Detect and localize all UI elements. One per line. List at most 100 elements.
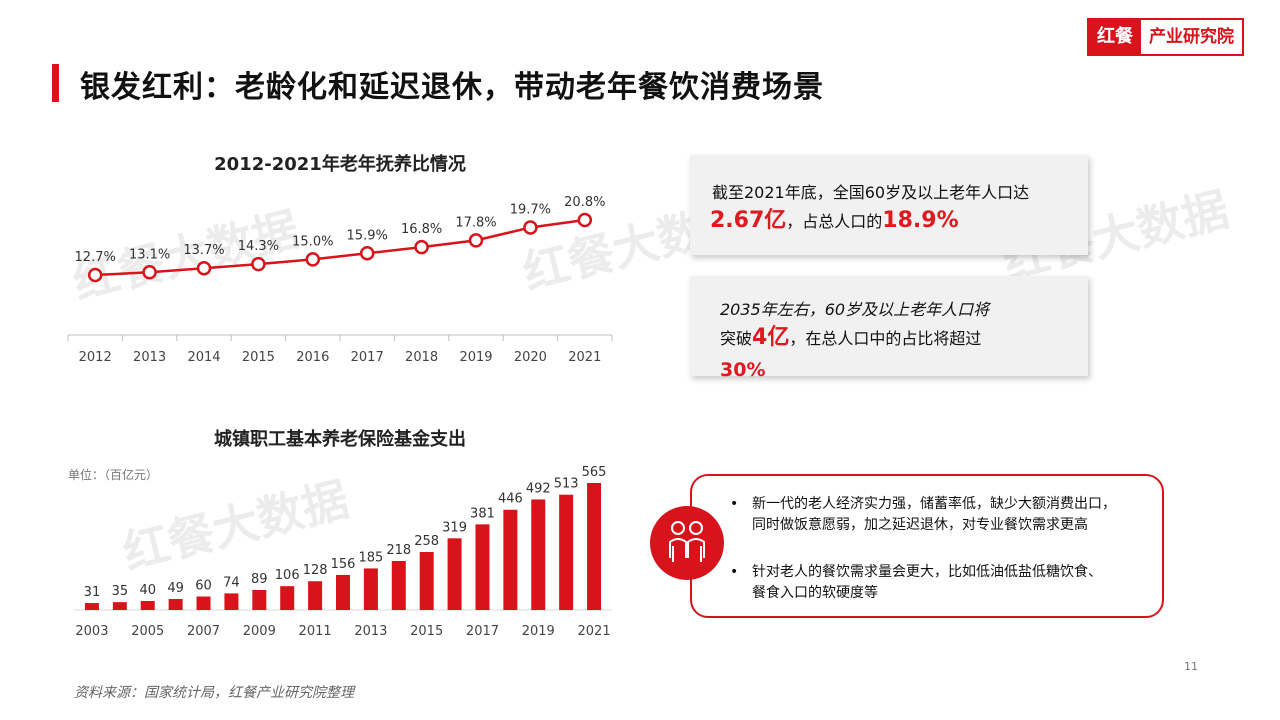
data-label: 14.3%: [238, 239, 279, 254]
logo: 红餐 产业研究院: [1087, 18, 1244, 56]
data-label: 12.7%: [75, 250, 116, 265]
bar: [224, 593, 239, 610]
card1-highlight-population: 2.67亿: [710, 208, 787, 233]
x-tick-label: 2009: [243, 624, 276, 639]
source-note: 资料来源：国家统计局，红餐产业研究院整理: [74, 685, 354, 701]
x-tick-label: 2005: [131, 624, 164, 639]
data-point: [523, 220, 538, 235]
data-label: 60: [195, 579, 212, 594]
data-label: 20.8%: [564, 195, 605, 210]
data-label: 31: [84, 585, 101, 600]
bar-chart-unit: 单位：（百亿元）: [68, 468, 159, 482]
x-tick-label: 2020: [514, 350, 547, 365]
bar: [391, 560, 406, 610]
insight-box: • 新一代的老人经济实力强，储蓄率低，缺少大额消费出口，同时做饭意愿弱，加之延迟退…: [690, 474, 1164, 618]
x-tick-label: 2017: [466, 624, 499, 639]
bar: [503, 509, 518, 610]
bar: [140, 601, 155, 610]
data-label: 74: [223, 575, 240, 590]
data-label: 565: [582, 465, 607, 480]
data-point: [305, 252, 321, 267]
bar: [168, 598, 183, 610]
x-tick-label: 2019: [459, 350, 492, 365]
bullet-item: • 针对老人的餐饮需求量会更大，比如低油低盐低糖饮食、餐食入口的软硬度等: [730, 562, 1112, 604]
data-label: 19.7%: [510, 202, 551, 217]
bar: [308, 581, 323, 610]
bar: [112, 602, 127, 610]
elderly-couple-icon: [650, 506, 724, 580]
logo-institute: 产业研究院: [1141, 20, 1242, 54]
data-label: 128: [303, 563, 328, 578]
data-point: [87, 267, 103, 283]
data-label: 13.7%: [183, 243, 224, 258]
page-number: 11: [1184, 660, 1198, 673]
data-label: 381: [470, 506, 495, 521]
bar: [587, 483, 602, 610]
bar: [280, 586, 295, 610]
x-tick-label: 2007: [187, 624, 220, 639]
title-accent-bar: [52, 64, 59, 102]
bar: [84, 603, 99, 610]
card2-line3: 30%: [720, 356, 765, 385]
card2-highlight-share: 30%: [720, 359, 766, 381]
bar: [475, 524, 490, 610]
x-tick-label: 2012: [79, 350, 112, 365]
page-title: 银发红利：老龄化和延迟退休，带动老年餐饮消费场景: [80, 70, 824, 105]
x-tick-label: 2016: [296, 350, 329, 365]
series-line: [95, 218, 585, 277]
data-point: [577, 212, 593, 228]
logo-brand: 红餐: [1089, 20, 1141, 54]
data-label: 492: [526, 481, 551, 496]
data-label: 35: [112, 584, 129, 599]
card2-post: ，在总人口中的占比将超过: [789, 329, 982, 348]
x-tick-label: 2013: [354, 624, 387, 639]
data-label: 156: [331, 557, 356, 572]
card2-highlight-population: 4亿: [752, 325, 790, 350]
data-label: 258: [414, 534, 439, 549]
data-label: 218: [386, 543, 411, 558]
bar: [336, 574, 350, 610]
x-tick-label: 2021: [578, 624, 611, 639]
bar: [447, 538, 462, 610]
x-tick-label: 2021: [568, 350, 601, 365]
x-tick-label: 2003: [75, 624, 108, 639]
bullet-item: • 新一代的老人经济实力强，储蓄率低，缺少大额消费出口，同时做饭意愿弱，加之延迟退…: [730, 494, 1122, 536]
data-point: [414, 239, 429, 255]
bar-chart-title: 城镇职工基本养老保险基金支出: [214, 429, 466, 450]
bar: [363, 568, 378, 610]
x-tick-label: 2017: [351, 350, 384, 365]
line-chart: 12.7% 2012 13.1% 2013 13.7% 2014 14.3% 2015 15.0…: [67, 195, 613, 365]
card2-line1: 2035年左右，60岁及以上老年人口将: [720, 300, 990, 319]
bar: [419, 552, 434, 610]
bullet-dot: •: [730, 496, 739, 512]
line-chart-title: 2012-2021年老年抚养比情况: [214, 154, 466, 175]
data-label: 89: [251, 572, 268, 587]
x-tick-label: 2013: [133, 350, 166, 365]
bar: [196, 596, 211, 610]
x-tick-label: 2011: [299, 624, 332, 639]
x-tick-label: 2015: [242, 350, 275, 365]
data-label: 446: [498, 492, 523, 507]
data-label: 40: [139, 583, 156, 598]
data-label: 106: [275, 568, 300, 583]
data-point: [251, 256, 266, 272]
stat-card-population: 截至2021年底，全国60岁及以上老年人口达 2.67亿，占总人口的18.9%: [690, 155, 1088, 255]
data-label: 13.1%: [129, 247, 170, 262]
data-label: 17.8%: [455, 215, 496, 230]
data-label: 49: [167, 581, 184, 596]
data-label: 16.8%: [401, 222, 442, 237]
x-tick-label: 2018: [405, 350, 438, 365]
card2-pre: 突破: [720, 329, 753, 348]
stat-card-forecast: 2035年左右，60岁及以上老年人口将 突破4亿，在总人口中的占比将超过 30%: [690, 276, 1088, 381]
card1-line1: 截至2021年底，全国60岁及以上老年人口达: [712, 183, 1030, 202]
data-label: 15.9%: [347, 228, 388, 243]
data-point: [359, 246, 375, 261]
data-label: 15.0%: [292, 234, 333, 249]
bullet-dot: •: [730, 564, 739, 580]
bullet-text: 新一代的老人经济实力强，储蓄率低，缺少大额消费出口，同时做饭意愿弱，加之延迟退休…: [752, 496, 1116, 533]
data-label: 319: [442, 520, 467, 535]
x-tick-label: 2015: [410, 624, 443, 639]
card2-line2: 突破4亿，在总人口中的占比将超过: [720, 324, 981, 353]
data-point: [142, 265, 157, 280]
data-point: [196, 260, 212, 276]
